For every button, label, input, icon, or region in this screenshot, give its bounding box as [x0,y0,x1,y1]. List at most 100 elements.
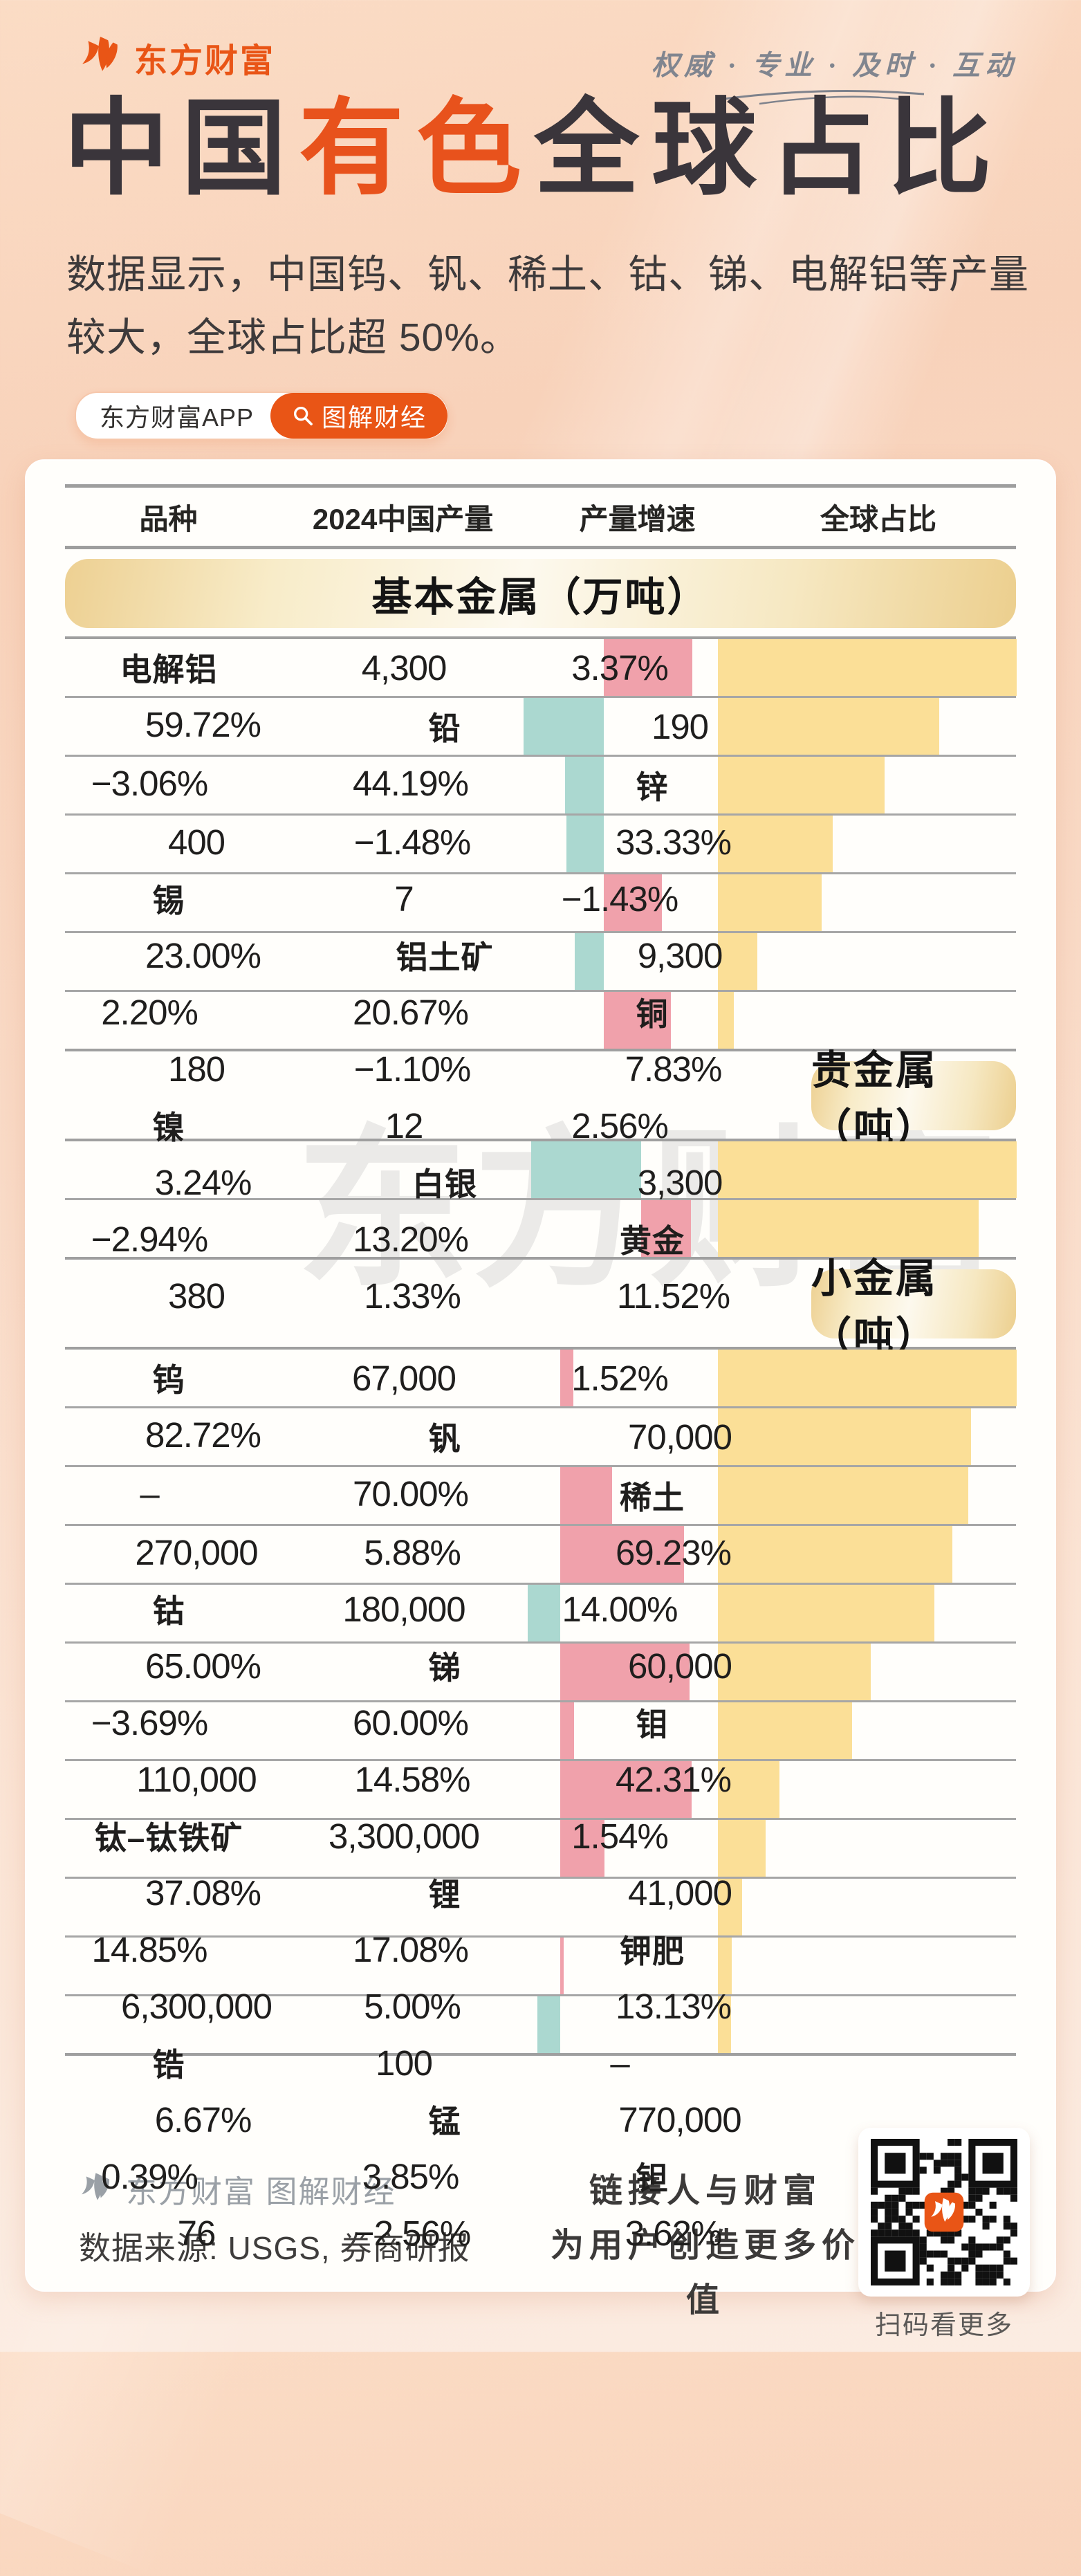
cell-name: 钼 [636,1706,669,1742]
table-row: 钽 76 −2.56% 3.62% [65,1994,1016,2253]
footer-data-source: 数据来源: USGS, 券商研报 [79,2230,470,2266]
share-bar [718,874,822,931]
cell-growth: 14.85% [91,1929,208,1969]
cell-share: 3.24% [154,1162,252,1202]
table-row: 锂 41,000 14.85% 17.08% [65,1759,1016,1969]
cell-name: 黄金 [620,1223,685,1259]
share-bar [718,992,734,1049]
table-row: 钾肥 6,300,000 5.00% 13.13% [65,1818,1016,2026]
cell-prod: 3,300,000 [329,1816,480,1856]
table-row: 稀土 270,000 5.88% 69.23% [65,1465,1016,1572]
growth-bar [575,933,604,990]
table-section: 贵金属（吨） 白银 3,300 −2.94% 13.20% 黄金 380 1.33% 11.52… [65,1048,1017,1316]
title-part1: 中国 [64,90,299,208]
cell-prod: 76 [177,2213,216,2253]
eastmoney-wing-icon [82,37,118,71]
cell-share: 82.72% [145,1415,261,1455]
share-bar [718,1585,935,1641]
cell-prod: 12 [385,1105,424,1146]
cell-share: 37.08% [145,1873,261,1913]
share-bar [718,639,1017,696]
growth-bar [560,1644,690,1700]
cell-share: 44.19% [353,763,469,803]
footer-slogan: 链接人与财富 为用户创造更多价值 [539,2164,871,2328]
brand-slogan-block: 权威 · 专业 · 及时 · 互动 [652,43,1017,107]
growth-bar [560,1761,692,1818]
cell-prod: 4,300 [361,647,447,688]
growth-bar [560,1938,564,1994]
table-row: 铜 180 −1.10% 7.83% [65,931,1016,1089]
cell-prod: 180,000 [342,1589,465,1629]
footer-slogan-line1: 链接人与财富 [589,2173,822,2209]
cell-share: 65.00% [145,1646,261,1686]
growth-bar [531,1141,641,1198]
cell-share: 60.00% [353,1702,469,1742]
cell-name: 锆 [152,2047,185,2083]
brand-logo-text: 东方财富 [134,43,276,80]
column-header-production: 2024中国产量 [312,502,494,535]
cell-prod: 770,000 [618,2099,741,2140]
table-row: 锌 400 −1.48% 33.33% [65,755,1016,862]
cell-growth: 5.88% [364,1532,461,1572]
eastmoney-wing-icon-gray [82,2172,109,2200]
qr-code-card [858,2128,1030,2297]
cell-share: 69.23% [616,1532,732,1572]
cell-prod: 3,300 [637,1162,723,1202]
table-row: 钛–钛铁矿 3,300,000 1.54% 37.08% [65,1700,1016,1913]
growth-bar [560,1526,685,1583]
cell-name: 铜 [636,996,669,1032]
cell-prod: 70,000 [628,1417,732,1457]
share-bar [718,933,757,990]
table-header-row: 品种 2024中国产量 产量增速 全球占比 [65,484,1016,549]
tag-badge[interactable]: 图解财经 [270,393,448,439]
share-bar [718,1644,871,1700]
title-part2: 全球占比 [534,90,1004,208]
table-row: 白银 3,300 −2.94% 13.20% [65,1141,1017,1259]
cell-share: 59.72% [145,704,261,744]
table-row: 钼 110,000 14.58% 42.31% [65,1641,1016,1799]
share-bar [718,1702,852,1759]
cell-name: 电解铝 [120,652,218,688]
share-bar [718,1526,953,1583]
cell-growth: −2.94% [91,1219,208,1259]
cell-growth: – [140,1473,159,1514]
app-badge[interactable]: 东方财富APP 图解财经 [75,392,450,440]
share-bar [718,698,939,755]
cell-growth: 1.52% [571,1358,669,1398]
cell-prod: 400 [167,822,225,862]
cell-share: 20.67% [353,992,469,1032]
section-rows: 白银 3,300 −2.94% 13.20% 黄金 380 1.33% 11.52% [65,1139,1017,1316]
cell-name: 锰 [428,2104,461,2140]
cell-share: 70.00% [353,1473,469,1514]
footer-slogan-line2: 为用户创造更多价值 [550,2227,860,2319]
share-bar [718,1820,766,1877]
cell-growth: – [610,2043,629,2083]
share-bar [718,1761,780,1818]
cell-name: 铅 [428,710,461,746]
share-bar [718,1996,731,2053]
share-bar [718,1141,1017,1198]
table-row: 钨 67,000 1.52% 82.72% [65,1350,1017,1455]
qr-code [871,2139,1017,2285]
cell-prod: 100 [375,2043,433,2083]
cell-growth: 0.39% [101,2156,198,2196]
cell-growth: −3.69% [91,1702,208,1742]
cell-name: 锂 [428,1877,461,1913]
growth-bar [560,1820,604,1877]
app-badge-label: 东方财富APP [100,403,255,432]
table-row: 钒 70,000 – 70.00% [65,1406,1016,1514]
table-section: 小金属（吨）钨 67,000 1.52% 82.72% 钒 70,000–70.00% 稀土… [65,1256,1017,2253]
table-row: 锑 60,000 −3.69% 60.00% [65,1583,1016,1742]
cell-name: 铝土矿 [396,939,494,975]
cell-growth: 2.56% [571,1105,669,1146]
badge-row: 东方财富APP 图解财经 [75,392,450,440]
cell-share: 23.00% [145,935,261,975]
column-header-growth: 产量增速 [579,502,696,535]
cell-prod: 60,000 [628,1646,732,1686]
growth-bar [641,1200,691,1257]
cell-name: 钾肥 [620,1933,685,1969]
cell-name: 钛–钛铁矿 [94,1820,243,1856]
page-subtitle: 数据显示，中国钨、钒、稀土、钴、锑、电解铝等产量较大，全球占比超 50%。 [66,252,1029,360]
footer-brand: 东方财富 图解财经 [79,2166,396,2211]
cell-growth: −1.43% [561,878,678,919]
